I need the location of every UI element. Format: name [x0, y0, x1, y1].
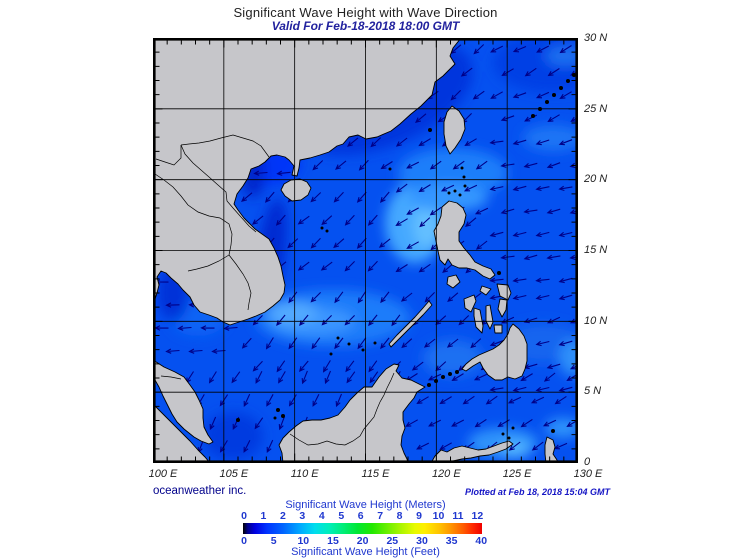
country-borders — [154, 134, 395, 446]
valid-time-subtitle: Valid For Feb-18-2018 18:00 GMT — [271, 19, 460, 33]
lat-label: 30 N — [584, 32, 608, 44]
lat-label: 15 N — [584, 244, 608, 256]
map-plot-area — [152, 37, 578, 463]
lon-label: 130 E — [573, 468, 603, 480]
graticule-grid-lines — [154, 39, 577, 462]
legend-title-meters: Significant Wave Height (Meters) — [285, 499, 446, 511]
land-mindanao — [461, 323, 528, 381]
lon-label: 125 E — [502, 468, 532, 480]
feet-tick: 40 — [475, 535, 488, 547]
land-taiwan — [443, 105, 466, 155]
land-panay — [463, 294, 477, 313]
lon-label: 120 E — [431, 468, 461, 480]
land-palawan — [388, 300, 433, 348]
meter-tick: 8 — [396, 510, 403, 522]
plotted-timestamp: Plotted at Feb 18, 2018 15:04 GMT — [464, 487, 610, 497]
wave-height-colorbar — [243, 523, 482, 534]
latitude-axis-labels: 30 N 25 N 20 N 15 N 10 N 5 N 0 — [584, 32, 624, 468]
land-masses — [154, 39, 558, 462]
land-cebu — [485, 304, 494, 330]
lat-label: 5 N — [584, 385, 602, 398]
degree-tick-marks — [155, 40, 576, 461]
meter-tick: 1 — [260, 510, 267, 522]
wave-height-map — [152, 37, 578, 463]
credit-text: oceanweather inc. — [153, 485, 247, 497]
land-borneo — [278, 363, 426, 462]
meter-tick: 10 — [432, 510, 445, 522]
lat-label: 10 N — [584, 314, 608, 327]
feet-tick: 0 — [241, 535, 247, 547]
legend-meter-ticks: 0 1 2 3 4 5 6 7 8 9 10 11 12 — [241, 510, 494, 522]
meter-tick: 4 — [318, 510, 325, 522]
feet-tick: 35 — [445, 535, 458, 547]
meter-tick: 0 — [241, 510, 247, 522]
feet-tick: 25 — [386, 535, 399, 547]
lon-label: 115 E — [361, 468, 390, 480]
land-negros — [473, 307, 484, 334]
land-mindoro — [446, 274, 461, 289]
page-title: Significant Wave Height with Wave Direct… — [233, 5, 498, 20]
land-china-indochina — [154, 39, 461, 326]
land-malay-peninsula — [154, 360, 214, 445]
land-masbate — [479, 285, 492, 296]
lon-label: 105 E — [219, 468, 249, 480]
feet-tick: 5 — [270, 535, 277, 547]
meter-tick: 11 — [452, 510, 464, 522]
lon-label: 100 E — [148, 468, 178, 480]
legend-feet-ticks: 0 5 10 15 20 25 30 35 40 — [241, 535, 494, 547]
legend-title-feet: Significant Wave Height (Feet) — [291, 546, 440, 558]
meter-tick: 12 — [471, 510, 484, 522]
feet-tick: 20 — [356, 535, 369, 547]
land-sumatra — [154, 404, 210, 462]
feet-tick: 10 — [297, 535, 310, 547]
meter-tick: 6 — [357, 510, 364, 522]
lat-label: 25 N — [584, 102, 608, 115]
meter-tick: 5 — [338, 510, 345, 522]
land-halmahera — [544, 436, 558, 462]
meter-tick: 9 — [416, 510, 422, 522]
land-leyte — [497, 298, 508, 318]
meter-tick: 3 — [299, 510, 306, 522]
feet-tick: 15 — [327, 535, 339, 547]
lat-label: 0 — [584, 456, 591, 469]
small-islands — [236, 73, 576, 440]
meter-tick: 2 — [279, 510, 286, 522]
lat-label: 20 N — [584, 173, 608, 186]
land-bohol — [493, 324, 503, 334]
meter-tick: 7 — [377, 510, 384, 522]
feet-tick: 30 — [416, 535, 428, 547]
land-luzon — [433, 200, 496, 280]
lon-label: 110 E — [290, 468, 319, 480]
longitude-axis-labels: 100 E 105 E 110 E 115 E 120 E 125 E 130 E — [149, 468, 603, 482]
map-frame — [152, 37, 578, 463]
